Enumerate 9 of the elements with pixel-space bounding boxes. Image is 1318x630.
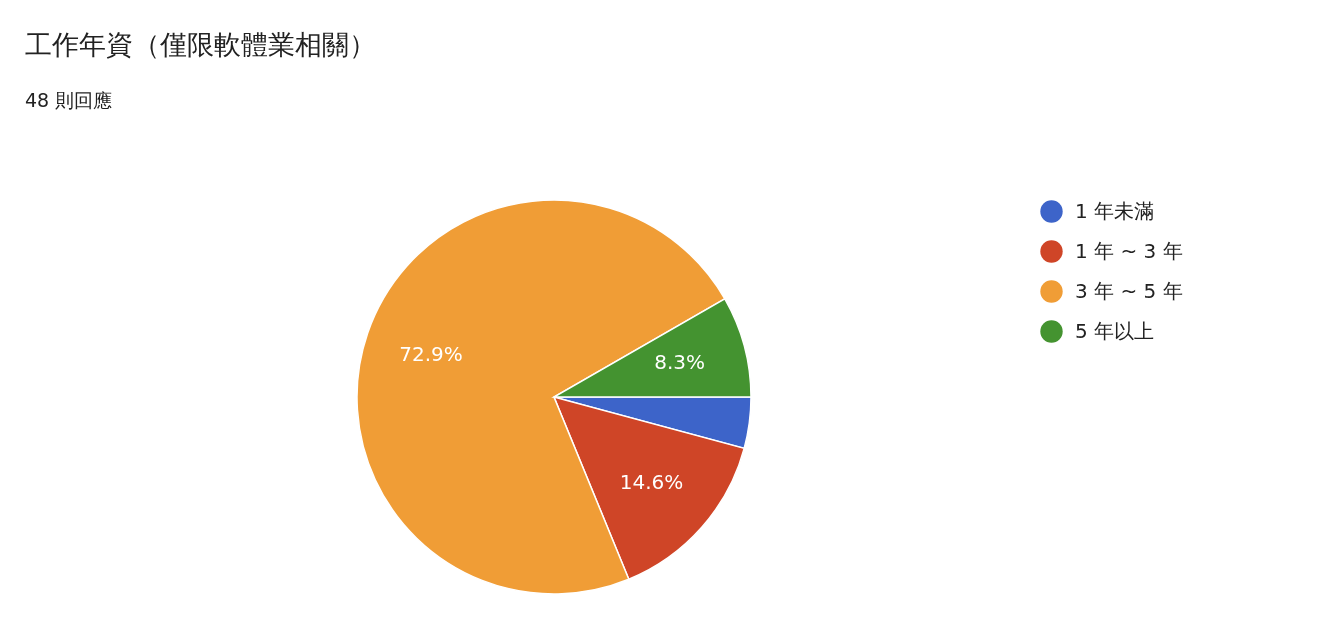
text: 48 則回應 bbox=[25, 89, 113, 111]
data-label: 72.9% bbox=[399, 341, 463, 366]
legend-label: 1 年 ~ 3 年 bbox=[1075, 238, 1183, 263]
chart-title: 工作年資（僅限軟體業相關） bbox=[25, 29, 376, 60]
legend-label: 5 年以上 bbox=[1075, 318, 1155, 343]
data-label: 14.6% bbox=[619, 469, 684, 494]
legend-label: 3 年 ~ 5 年 bbox=[1075, 278, 1183, 303]
data-label: 8.3% bbox=[654, 350, 706, 375]
legend-label: 1 年未滿 bbox=[1075, 198, 1155, 223]
